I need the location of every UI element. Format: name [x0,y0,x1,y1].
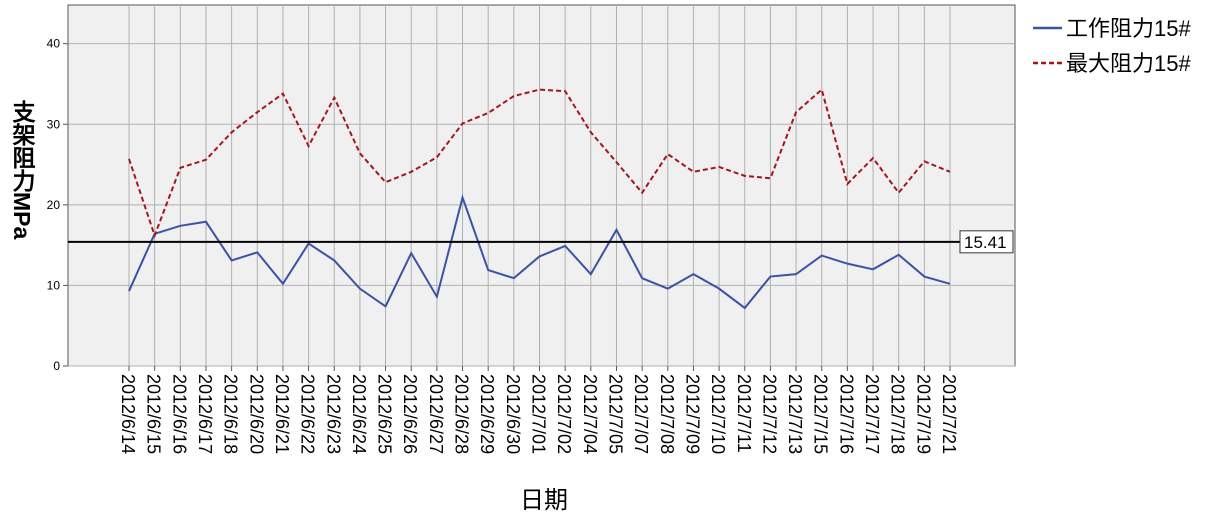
x-tick-label: 2012/7/10 [708,374,728,454]
x-tick-label: 2012/6/27 [426,374,446,454]
x-tick-label: 2012/7/16 [836,374,856,454]
x-tick-label: 2012/6/25 [375,374,395,454]
x-tick-label: 2012/6/17 [195,374,215,454]
x-tick-label: 2012/6/24 [349,374,369,454]
y-axis-label: 支架阻力MPa [9,100,37,240]
series-line [128,87,951,239]
x-tick-label: 2012/6/22 [298,374,318,454]
reference-label-box [959,230,1014,254]
x-tick-label: 2012/7/17 [862,374,882,454]
plot-area [67,4,1016,367]
x-tick-label: 2012/6/20 [246,374,266,454]
x-tick-label: 2012/6/14 [118,374,138,454]
y-tick-label: 20 [47,198,61,212]
x-tick-label: 2012/7/07 [631,374,651,454]
y-tick-label: 10 [47,278,61,292]
x-tick-label: 2012/7/18 [888,374,908,454]
x-tick-label: 2012/6/26 [400,374,420,454]
x-tick-label: 2012/6/28 [452,374,472,454]
x-tick-label: 2012/7/02 [554,374,574,454]
legend-label: 工作阻力15# [1066,16,1191,41]
y-tick-label: 40 [47,37,61,51]
x-tick-label: 2012/6/15 [144,374,164,454]
y-tick-label: 30 [47,117,61,131]
x-tick-label: 2012/6/21 [272,374,292,454]
x-tick-label: 2012/7/13 [785,374,805,454]
x-tick-label: 2012/7/12 [759,374,779,454]
x-tick-label: 2012/7/01 [529,374,549,454]
x-axis-label: 日期 [520,487,568,514]
x-tick-label: 2012/7/15 [811,374,831,454]
legend-label: 最大阻力15# [1066,51,1191,76]
x-tick-label: 2012/7/19 [913,374,933,454]
y-tick-label: 0 [53,359,60,373]
x-tick-label: 2012/6/23 [323,374,343,454]
x-tick-label: 2012/7/08 [657,374,677,454]
reference-label: 15.41 [964,233,1007,252]
x-tick-label: 2012/6/18 [221,374,241,454]
x-tick-label: 2012/6/30 [503,374,523,454]
x-tick-label: 2012/6/16 [169,374,189,454]
x-tick-label: 2012/7/09 [682,374,702,454]
x-tick-label: 2012/6/29 [477,374,497,454]
series-line [128,194,951,310]
x-tick-label: 2012/7/04 [580,374,600,454]
x-tick-label: 2012/7/05 [605,374,625,454]
x-tick-label: 2012/7/21 [939,374,959,454]
x-tick-label: 2012/7/11 [734,374,754,453]
